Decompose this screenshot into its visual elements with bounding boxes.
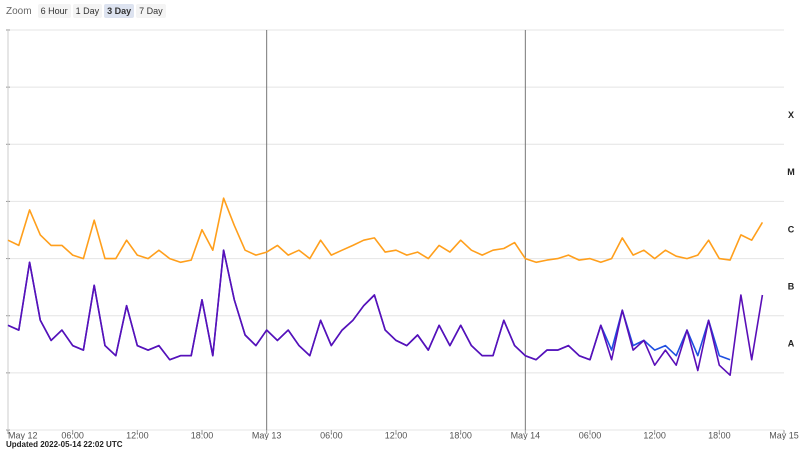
class-label: A: [788, 339, 795, 349]
updated-text: Updated 2022-05-14 22:02 UTC: [6, 440, 123, 449]
x-tick-label: 18:00: [708, 430, 731, 440]
x-tick-label: May 12: [8, 430, 38, 440]
x-tick-label: 06:00: [579, 430, 602, 440]
series-line: [7, 249, 764, 376]
x-tick-label: May 15: [769, 430, 799, 440]
class-label: M: [787, 167, 795, 177]
class-label: C: [788, 224, 795, 234]
chart: May 12 06:00 12:00 18:00 May 13 06:00 12:00 18:…: [6, 29, 799, 440]
x-tick-label: 12:00: [385, 430, 408, 440]
x-tick-label: 18:00: [449, 430, 472, 440]
zoom-button[interactable]: 1 Day: [72, 4, 103, 18]
zoom-button[interactable]: 6 Hour: [37, 4, 71, 18]
zoom-label: Zoom: [6, 5, 32, 17]
x-tick-label: May 13: [252, 430, 282, 440]
x-tick-label: 06:00: [61, 430, 84, 440]
zoom-button[interactable]: 3 Day: [104, 4, 135, 18]
x-tick-label: 06:00: [320, 430, 343, 440]
series-line: [7, 197, 764, 264]
class-label: B: [788, 282, 795, 292]
zoom-bar: Zoom 6 Hour 1 Day 3 Day 7 Day: [6, 4, 166, 18]
x-tick-label: 12:00: [643, 430, 666, 440]
x-tick-label: 18:00: [191, 430, 214, 440]
x-tick-label: May 14: [511, 430, 541, 440]
class-label: X: [788, 110, 794, 120]
series-line: [7, 249, 731, 361]
x-tick-label: 12:00: [126, 430, 149, 440]
zoom-button[interactable]: 7 Day: [136, 4, 166, 18]
